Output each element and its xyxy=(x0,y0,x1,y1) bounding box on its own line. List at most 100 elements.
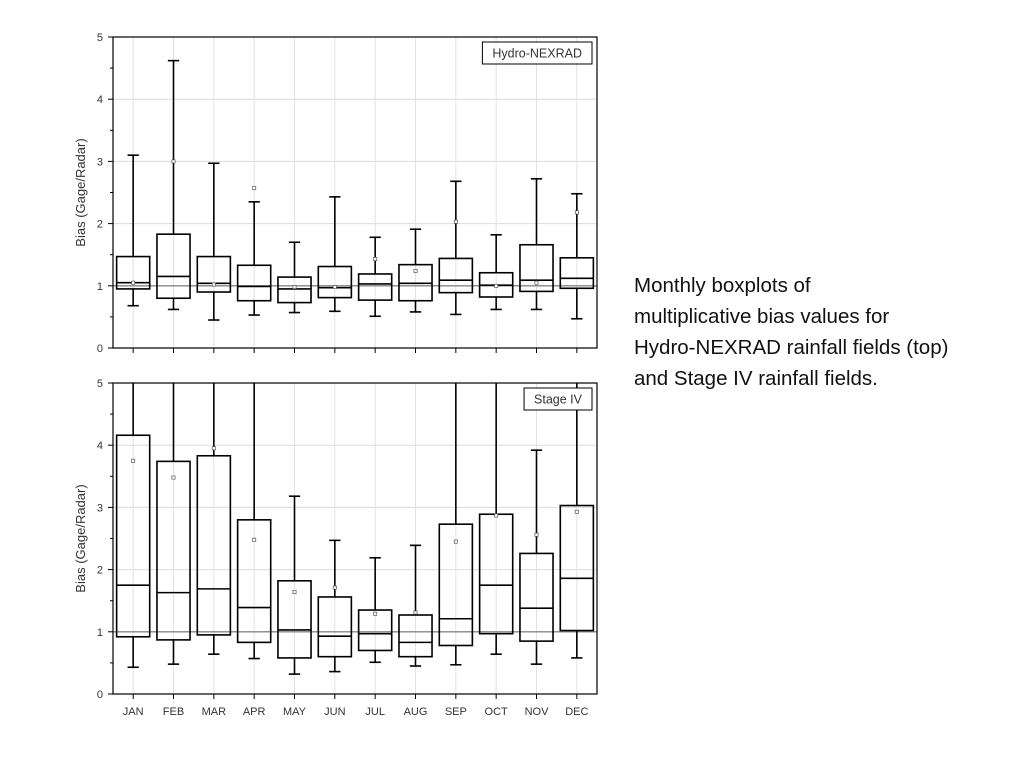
x-tick-label: JUL xyxy=(365,706,385,718)
box-iqr xyxy=(357,273,393,301)
box-apr xyxy=(236,383,272,660)
box-iqr xyxy=(236,264,272,302)
box-iqr xyxy=(196,454,232,636)
x-tick-label: MAR xyxy=(202,706,227,718)
box-jun xyxy=(317,196,353,313)
mean-marker xyxy=(534,532,539,537)
box-jun xyxy=(317,539,353,673)
box-iqr xyxy=(398,614,433,658)
mean-marker xyxy=(252,537,257,542)
mean-marker xyxy=(413,268,418,273)
box-iqr xyxy=(317,265,353,299)
mean-marker xyxy=(292,590,297,594)
legend-box xyxy=(523,387,593,411)
box-sep xyxy=(438,383,474,666)
box-iqr xyxy=(277,276,312,304)
y-tick-label: 2 xyxy=(97,565,103,577)
panel-label: Stage IV xyxy=(534,393,583,407)
box-iqr xyxy=(236,519,272,644)
caption-line: Hydro-NEXRAD rainfall fields (top) xyxy=(634,336,949,359)
box-feb xyxy=(156,59,191,311)
box-sep xyxy=(438,180,474,316)
mean-marker xyxy=(171,159,176,164)
box-iqr xyxy=(156,460,191,641)
mean-marker xyxy=(453,539,458,544)
x-tick-label: DEC xyxy=(565,706,588,718)
y-axis-title: Bias (Gage/Radar) xyxy=(73,484,88,592)
box-mar xyxy=(196,162,232,321)
mean-marker xyxy=(252,186,257,191)
box-nov xyxy=(519,178,554,311)
box-iqr xyxy=(519,243,554,293)
mean-marker xyxy=(413,610,418,615)
mean-marker xyxy=(211,282,216,287)
box-aug xyxy=(398,544,433,667)
box-iqr xyxy=(559,504,595,632)
y-tick-label: 3 xyxy=(97,502,103,514)
plot-frame xyxy=(112,382,598,695)
mean-marker xyxy=(332,285,337,289)
y-tick-label: 5 xyxy=(97,32,103,44)
x-tick-label: AUG xyxy=(404,706,428,718)
mean-marker xyxy=(373,257,378,262)
mean-marker xyxy=(453,219,458,224)
mean-marker xyxy=(534,280,539,285)
box-may xyxy=(277,241,312,314)
x-tick-label: JUN xyxy=(324,706,345,718)
box-jul xyxy=(357,236,393,318)
x-tick-label: JAN xyxy=(123,706,144,718)
mean-marker xyxy=(211,446,216,451)
mean-marker xyxy=(574,509,579,514)
chart-panel-2: 0 1 2 3 4 5 JAN FEB MAR APR MAY JUN JUL AUG SEP OCT NOV D… xyxy=(73,378,598,718)
x-tick-label: APR xyxy=(243,706,266,718)
box-jan xyxy=(115,154,151,307)
y-tick-label: 1 xyxy=(97,627,103,639)
box-oct xyxy=(478,233,514,311)
y-tick-label: 5 xyxy=(97,378,103,390)
box-iqr xyxy=(156,233,191,300)
box-iqr xyxy=(115,434,151,638)
mean-marker xyxy=(574,210,579,215)
box-iqr xyxy=(438,257,474,294)
y-tick-label: 2 xyxy=(97,219,103,231)
chart-panel-1: 0 1 2 3 4 5 Bias (Gage/Radar) Hydro-NEXRAD xyxy=(73,32,598,355)
x-tick-label: OCT xyxy=(485,706,509,718)
mean-marker xyxy=(332,585,337,590)
box-iqr xyxy=(519,552,554,642)
box-iqr xyxy=(357,609,393,652)
mean-marker xyxy=(494,283,499,288)
mean-marker xyxy=(171,475,176,480)
box-jan xyxy=(115,383,151,669)
box-iqr xyxy=(115,255,151,290)
figure-caption: Monthly boxplots of multiplicative bias … xyxy=(634,270,1014,394)
box-apr xyxy=(236,186,272,316)
box-mar xyxy=(196,383,232,655)
x-tick-label: NOV xyxy=(525,706,550,718)
mean-marker xyxy=(373,611,378,616)
box-iqr xyxy=(277,579,312,659)
mean-marker xyxy=(131,280,136,285)
y-tick-label: 0 xyxy=(97,343,103,355)
y-tick-label: 3 xyxy=(97,156,103,168)
caption-line: and Stage IV rainfall fields. xyxy=(634,367,878,390)
box-feb xyxy=(156,383,191,665)
y-tick-label: 1 xyxy=(97,281,103,293)
caption-line: Monthly boxplots of xyxy=(634,274,811,297)
box-aug xyxy=(398,228,433,313)
box-iqr xyxy=(196,255,232,293)
x-tick-label: FEB xyxy=(163,706,184,718)
box-oct xyxy=(478,383,514,655)
plot-frame xyxy=(112,36,598,349)
box-jul xyxy=(357,556,393,664)
x-tick-label: MAY xyxy=(283,706,307,718)
y-tick-label: 0 xyxy=(97,689,103,701)
legend-box xyxy=(481,41,593,65)
mean-marker xyxy=(131,458,136,463)
y-tick-label: 4 xyxy=(97,440,103,452)
box-iqr xyxy=(438,523,474,647)
box-iqr xyxy=(317,596,353,658)
x-tick-label: SEP xyxy=(445,706,467,718)
box-nov xyxy=(519,449,554,665)
box-dec xyxy=(559,192,595,320)
